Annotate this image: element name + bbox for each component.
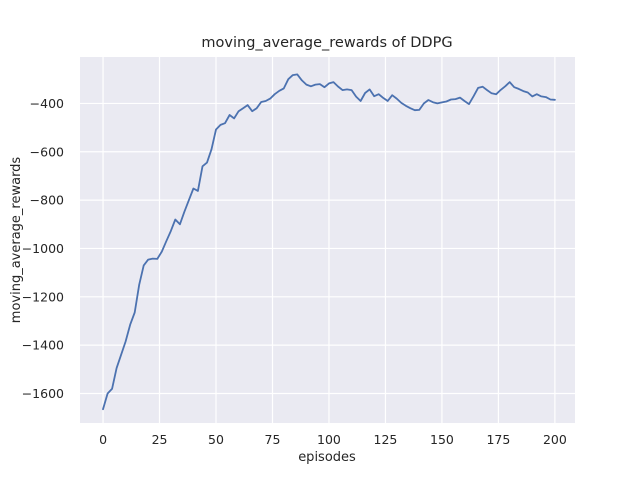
x-tick-label: 100: [317, 432, 341, 447]
x-tick-label: 75: [265, 432, 281, 447]
y-tick-label: −1400: [22, 338, 64, 353]
data-line: [102, 73, 556, 411]
y-tick-label: −1000: [22, 241, 64, 256]
x-tick-labels: 0 25 50 75 100 125 150 175 200: [99, 432, 567, 447]
y-tick-label: −1600: [22, 386, 64, 401]
y-tick-label: −1200: [22, 289, 64, 304]
chart-title: moving_average_rewards of DDPG: [201, 35, 452, 51]
x-tick-label: 0: [99, 432, 107, 447]
x-tick-label: 50: [208, 432, 224, 447]
x-tick-label: 25: [152, 432, 168, 447]
x-tick-label: 175: [486, 432, 510, 447]
y-tick-labels: −400 −600 −800 −1000 −1200 −1400 −1600: [22, 96, 64, 401]
y-axis-label: moving_average_rewards: [9, 157, 24, 324]
y-tick-label: −600: [30, 144, 64, 159]
plot-area: [80, 57, 575, 423]
x-tick-label: 200: [543, 432, 567, 447]
x-tick-label: 150: [430, 432, 454, 447]
y-tick-label: −800: [30, 193, 64, 208]
x-axis-label: episodes: [298, 450, 356, 465]
y-tick-label: −400: [30, 96, 64, 111]
x-tick-label: 125: [374, 432, 398, 447]
gridlines: [80, 57, 575, 423]
